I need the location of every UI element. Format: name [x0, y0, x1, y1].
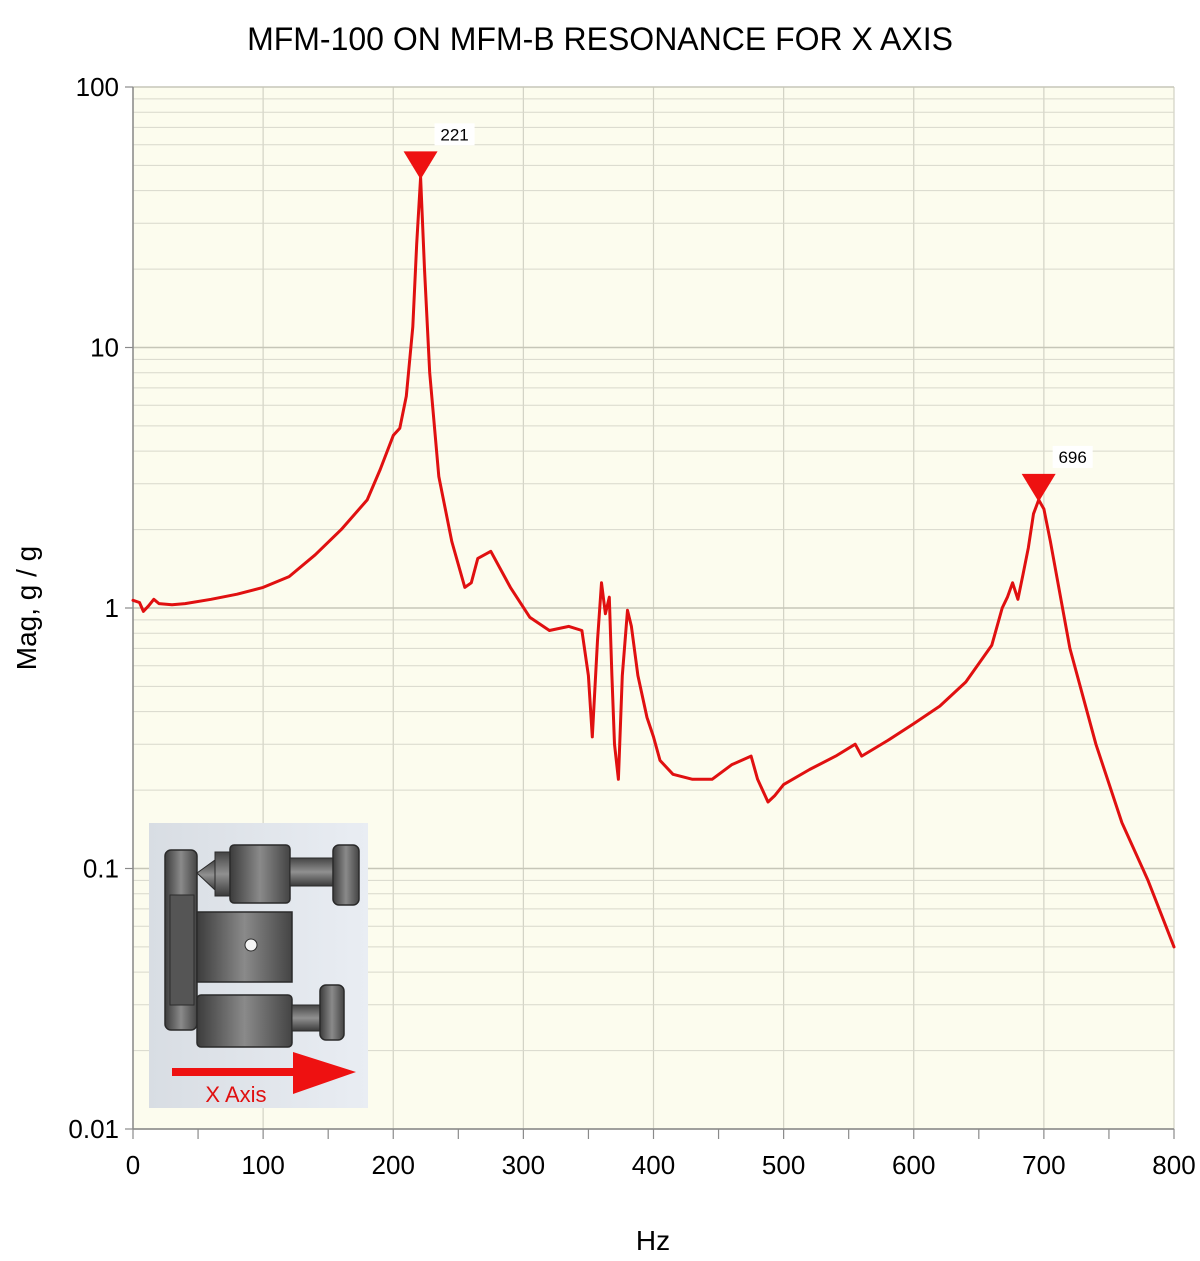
x-tick-label: 800: [1152, 1150, 1195, 1180]
peak-label: 221: [440, 125, 468, 144]
x-tick-label: 600: [892, 1150, 935, 1180]
peak-marker: [403, 151, 438, 180]
x-tick-label: 0: [126, 1150, 140, 1180]
y-tick-label: 1: [105, 593, 119, 623]
inset-caption: X Axis: [205, 1082, 266, 1107]
series-layer: [131, 175, 1176, 949]
series-line: [131, 175, 1176, 949]
x-tick-label: 500: [762, 1150, 805, 1180]
y-tick-label: 100: [76, 72, 119, 102]
peak-marker: [1021, 473, 1056, 502]
y-tick-label: 0.1: [83, 854, 119, 884]
x-axis-label: Hz: [636, 1225, 670, 1256]
peak-label: 696: [1058, 448, 1086, 467]
peak-annotations: 221 696: [403, 123, 1093, 502]
x-tick-label: 200: [372, 1150, 415, 1180]
x-tick-label: 400: [632, 1150, 675, 1180]
x-tick-label: 700: [1022, 1150, 1065, 1180]
peak-label-bg: [1052, 445, 1093, 468]
y-axis-label: Mag, g / g: [11, 546, 42, 671]
axes: [125, 86, 1175, 1139]
y-tick-label: 0.01: [68, 1114, 119, 1144]
y-tick-label: 10: [90, 333, 119, 363]
tick-labels: 0 100 200 300 400 500 600 700 800 100 10 1 0.1 0.01: [68, 72, 1195, 1180]
chart-title: MFM-100 ON MFM-B RESONANCE FOR X AXIS: [247, 21, 953, 57]
inset-product-image: X Axis: [149, 823, 368, 1108]
x-tick-label: 100: [241, 1150, 284, 1180]
x-tick-label: 300: [502, 1150, 545, 1180]
peak-label-bg: [434, 123, 475, 146]
